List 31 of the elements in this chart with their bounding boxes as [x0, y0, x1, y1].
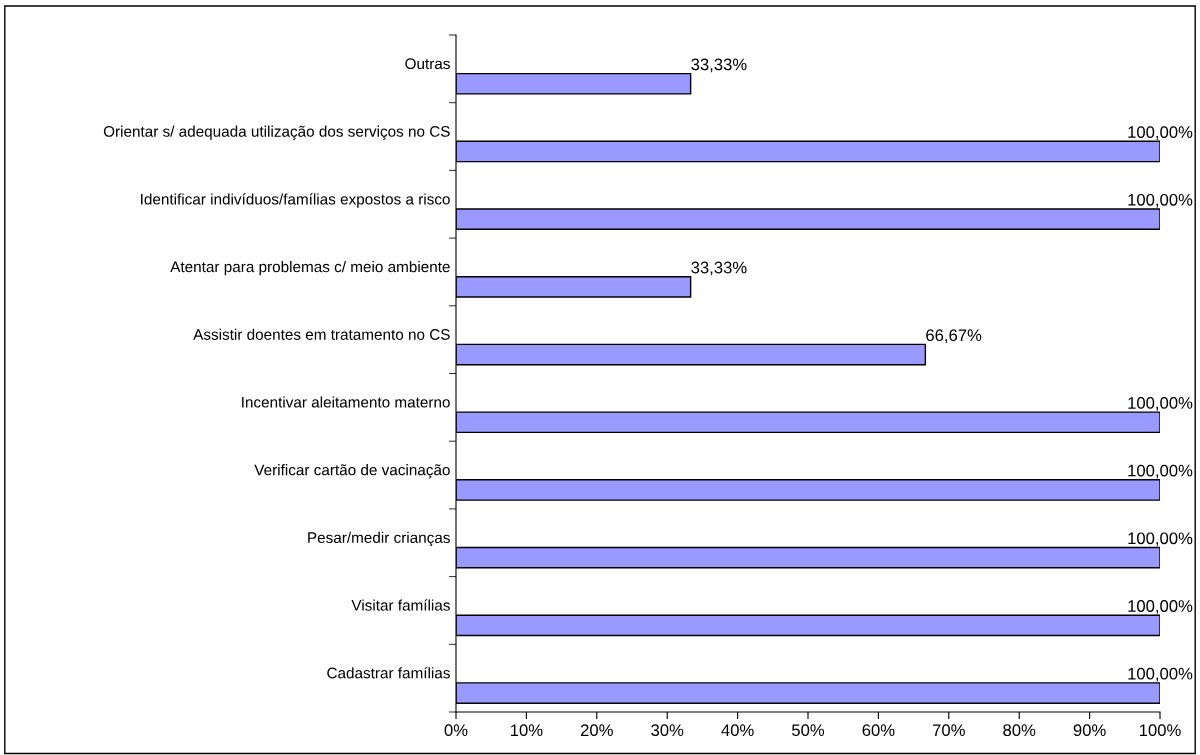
y-tick-label: Cadastrar famílias — [327, 667, 450, 679]
x-tick-label: 0% — [444, 724, 468, 737]
x-tick-label: 10% — [510, 724, 543, 737]
data-label: 100,00% — [1128, 396, 1193, 411]
data-label: 33,33% — [691, 261, 747, 276]
data-label: 100,00% — [1128, 600, 1193, 614]
data-label: 100,00% — [1128, 667, 1193, 682]
y-tick-label: Incentivar aleitamento materno — [242, 396, 450, 408]
y-tick-label: Assistir doentes em tratamento no CS — [193, 328, 450, 340]
x-tick-label: 70% — [932, 724, 965, 737]
y-tick-label: Orientar s/ adequada utilização dos serviços no CS — [103, 125, 450, 140]
x-tick-label: 30% — [651, 724, 684, 737]
x-tick-label: 60% — [862, 724, 895, 737]
y-tick-label: Visitar famílias — [351, 599, 450, 611]
y-tick-label: Pesar/medir crianças — [308, 531, 450, 547]
x-tick-label: 90% — [1073, 724, 1106, 737]
x-tick-label: 100% — [1139, 724, 1181, 737]
data-label: 100,00% — [1128, 126, 1193, 140]
y-tick-label: Atentar para problemas c/ meio ambiente — [170, 261, 450, 276]
data-label: 33,33% — [691, 58, 747, 73]
data-label: 100,00% — [1128, 193, 1193, 208]
x-tick-label: 50% — [791, 724, 825, 737]
data-label: 66,67% — [926, 329, 982, 344]
data-label: 100,00% — [1128, 464, 1193, 479]
y-tick-label: Identificar indivíduos/famílias expostos a risco — [141, 193, 450, 208]
y-tick-label: Outras — [405, 58, 450, 70]
x-tick-label: 80% — [1003, 724, 1036, 737]
data-label: 100,00% — [1128, 532, 1193, 547]
x-tick-label: 40% — [721, 724, 754, 737]
x-tick-label: 20% — [580, 724, 613, 737]
y-tick-label: Verificar cartão de vacinação — [254, 464, 450, 479]
